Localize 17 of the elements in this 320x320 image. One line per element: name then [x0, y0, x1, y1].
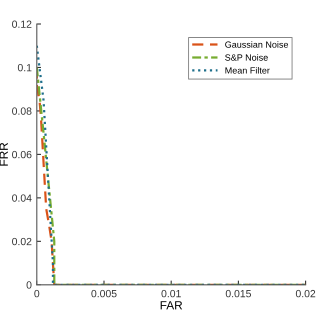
legend-label: Mean Filter [225, 67, 270, 74]
y-tick-label: 0 [26, 281, 32, 289]
x-tick-label: 0.005 [91, 290, 117, 298]
x-tick-label: 0.01 [161, 290, 181, 298]
y-tick-label: 0.04 [12, 194, 32, 202]
y-axis-title: FRR [0, 142, 8, 166]
legend-label: S&P Noise [225, 54, 268, 61]
x-tick-label: 0.015 [226, 290, 251, 298]
y-tick-label: 0.12 [12, 20, 32, 28]
y-tick-label: 0.1 [18, 64, 32, 72]
legend-label: Gaussian Noise [225, 41, 288, 48]
x-tick-label: 0.02 [296, 290, 316, 298]
x-axis-title: FAR [160, 301, 182, 310]
y-tick-label: 0.06 [12, 150, 32, 158]
y-tick-label: 0.02 [12, 238, 32, 246]
y-tick-label: 0.08 [12, 107, 32, 115]
x-tick-label: 0 [34, 290, 40, 298]
